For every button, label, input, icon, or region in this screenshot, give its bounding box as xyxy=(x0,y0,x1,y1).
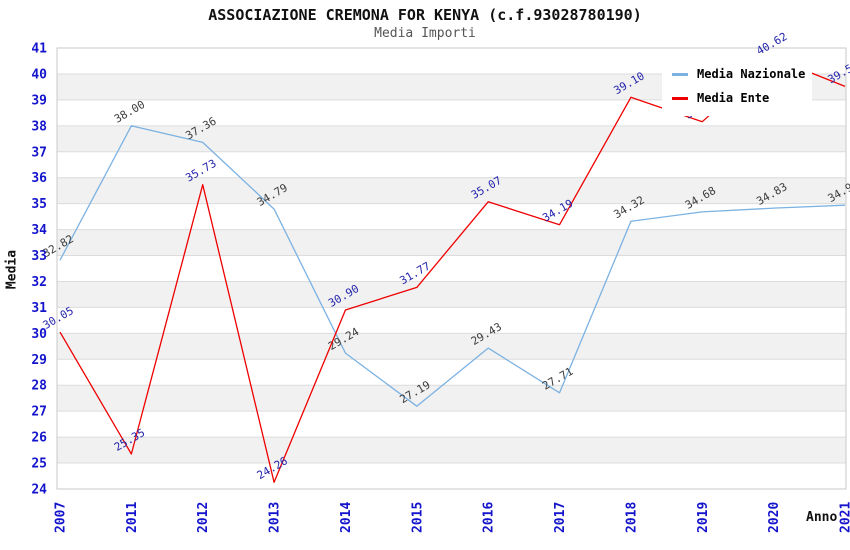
y-tick-label: 33 xyxy=(31,249,47,264)
x-axis-title: Anno xyxy=(806,510,838,525)
y-tick-label: 35 xyxy=(31,197,47,212)
y-tick-label: 38 xyxy=(31,119,47,134)
x-tick-label: 2015 xyxy=(410,502,425,533)
legend-line-swatch-icon xyxy=(672,96,688,100)
legend-label: Media Nazionale xyxy=(697,67,806,81)
y-tick-label: 37 xyxy=(31,145,47,160)
band-row xyxy=(57,437,846,464)
x-tick-label: 2007 xyxy=(54,502,69,533)
x-tick-label: 2012 xyxy=(196,502,211,533)
x-tick-label: 2013 xyxy=(268,502,283,533)
band-row xyxy=(57,229,846,256)
band-row xyxy=(57,177,846,204)
y-tick-label: 30 xyxy=(31,327,47,342)
series-line-ente xyxy=(59,57,846,483)
band-row xyxy=(57,333,846,360)
legend-label: Media Ente xyxy=(697,91,770,105)
y-axis-title: Media xyxy=(4,249,20,290)
band-row xyxy=(57,281,846,308)
y-tick-label: 34 xyxy=(31,223,47,238)
y-tick-label: 27 xyxy=(31,405,47,420)
legend-item: Media Ente xyxy=(672,86,804,110)
series-line-nazionale xyxy=(59,125,846,407)
band-row xyxy=(57,125,846,152)
x-tick-label: 2016 xyxy=(482,502,497,533)
x-tick-label: 2021 xyxy=(839,502,850,533)
legend: Media Nazionale Media Ente xyxy=(662,56,812,116)
y-tick-label: 41 xyxy=(31,42,47,57)
point-label: 40.62 xyxy=(754,30,789,58)
x-tick-label: 2011 xyxy=(125,502,140,533)
y-tick-label: 36 xyxy=(31,171,47,186)
x-tick-label: 2014 xyxy=(339,502,354,533)
y-tick-label: 40 xyxy=(31,67,47,82)
legend-item: Media Nazionale xyxy=(672,62,806,86)
y-tick-label: 39 xyxy=(31,93,47,108)
chart-subtitle: Media Importi xyxy=(374,26,476,41)
point-label: 38.00 xyxy=(112,98,147,126)
band-row xyxy=(57,385,846,412)
legend-line-swatch-icon xyxy=(672,72,688,76)
y-tick-label: 28 xyxy=(31,379,47,394)
y-tick-label: 31 xyxy=(31,301,47,316)
x-tick-label: 2017 xyxy=(553,502,568,533)
y-tick-label: 24 xyxy=(31,483,47,498)
x-tick-label: 2018 xyxy=(624,502,639,533)
y-tick-label: 25 xyxy=(31,457,47,472)
x-tick-label: 2019 xyxy=(696,502,711,533)
y-tick-label: 32 xyxy=(31,275,47,290)
plot-border xyxy=(56,47,847,490)
y-tick-label: 26 xyxy=(31,431,47,446)
chart-title: ASSOCIAZIONE CREMONA FOR KENYA (c.f.9302… xyxy=(208,6,642,24)
y-tick-label: 29 xyxy=(31,353,47,368)
x-tick-label: 2020 xyxy=(767,502,782,533)
